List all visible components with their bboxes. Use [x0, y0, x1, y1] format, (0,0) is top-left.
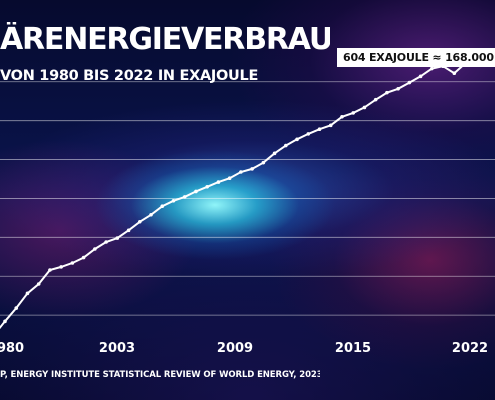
data-points	[3, 61, 479, 324]
data-point	[70, 261, 75, 265]
source-note: P, ENERGY INSTITUTE STATISTICAL REVIEW O…	[0, 370, 320, 380]
data-point	[250, 167, 254, 171]
gridlines	[0, 81, 495, 316]
x-tick-label: 2003	[99, 341, 135, 356]
data-point	[205, 184, 209, 189]
x-axis-ticks: 1980 2003 2009 2015 2022	[0, 341, 488, 356]
data-point	[3, 319, 7, 324]
chart-subtitle: VON 1980 BIS 2022 IN EXAJOULE	[0, 68, 259, 84]
data-point	[227, 176, 232, 181]
data-point	[171, 198, 176, 203]
value-callout: 604 EXAJOULE ≈ 168.000 TWH	[337, 48, 495, 67]
data-point	[216, 180, 221, 184]
data-point	[430, 66, 434, 71]
series-line	[0, 62, 477, 330]
data-point	[93, 247, 97, 251]
data-point	[239, 170, 243, 174]
data-point	[284, 143, 288, 148]
data-point	[59, 265, 63, 269]
x-tick-label: 1980	[0, 341, 24, 356]
data-point	[160, 204, 165, 209]
data-point	[396, 86, 400, 91]
data-point	[373, 97, 378, 102]
x-tick-label: 2022	[452, 341, 488, 356]
data-point	[149, 212, 153, 217]
data-point	[14, 306, 19, 310]
data-point	[115, 236, 120, 240]
data-point	[385, 90, 389, 95]
data-point	[137, 219, 142, 224]
data-point	[25, 291, 30, 296]
data-point	[48, 268, 52, 272]
data-point	[317, 127, 322, 132]
data-point	[362, 105, 367, 110]
data-point	[126, 228, 131, 233]
data-point	[306, 132, 311, 136]
data-point	[452, 71, 457, 76]
data-point	[81, 255, 86, 260]
chart-title: ÄRENERGIEVERBRAUCH	[0, 22, 330, 57]
x-tick-label: 2009	[217, 341, 253, 356]
data-point	[418, 74, 423, 79]
data-point	[407, 80, 412, 85]
data-point	[194, 189, 198, 194]
data-point	[328, 123, 333, 128]
data-point	[36, 282, 41, 286]
data-point	[340, 114, 344, 119]
data-point	[104, 240, 108, 244]
data-point	[295, 137, 299, 142]
data-point	[261, 160, 266, 165]
data-point	[272, 151, 277, 156]
x-tick-label: 2015	[335, 341, 371, 356]
data-point	[351, 111, 356, 115]
data-point	[182, 195, 187, 199]
